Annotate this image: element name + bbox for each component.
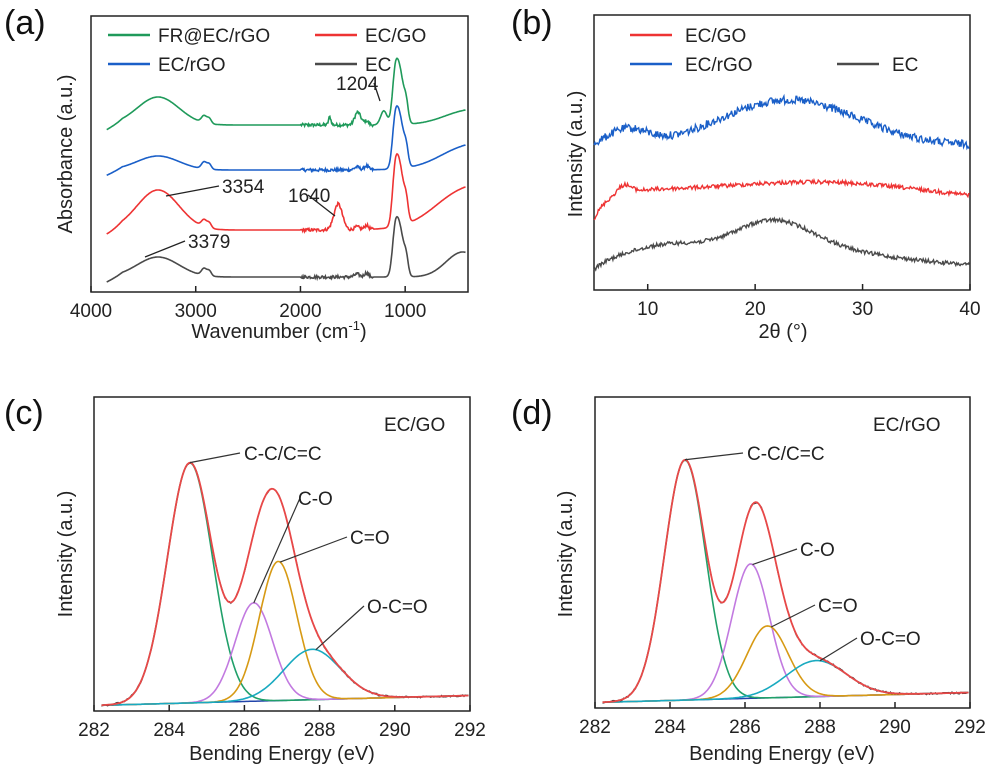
panel-a-series-line [106,215,466,283]
panel-c-xtick-label: 282 [78,720,110,741]
panel-b-xlabel: 2θ (°) [758,321,807,343]
annotation-label: 3354 [222,177,265,198]
panel-a-xtick-label: 3000 [175,301,217,322]
component-arrow [253,497,301,604]
panel-ylabel: Intensity (a.u.) [55,491,77,618]
panel-c-frame [93,396,471,712]
panel-a-series-line [106,57,466,131]
panel-a: 4000 3000 2000 1000 (a) Absorbance (a.u.) Wave… [4,4,469,343]
panel-c-xtick-label: 284 [153,720,185,741]
panel-b-xtick-label: 30 [852,299,873,320]
panel-xlabel: Bending Energy (eV) [189,743,375,765]
panel-b-label: (b) [511,4,553,42]
component-arrow [279,536,348,563]
annotation-arrow [144,240,186,258]
panel-d-xtick-label: 282 [579,717,611,738]
component-peak-line [602,459,969,703]
panel-c-xtick-label: 290 [379,720,411,741]
component-label: O-C=O [367,597,428,618]
annotation-arrow [307,194,336,217]
panel-b-series-line [593,216,971,272]
panel-xlabel: Bending Energy (eV) [689,743,875,765]
panel-b-series-line [593,93,970,151]
component-arrow [315,605,365,651]
panel-a-frame [90,15,469,293]
panel-d-xtick-label: 286 [729,717,761,738]
panel-a-series-line [106,152,466,235]
panel-d-xtick-label: 284 [654,717,686,738]
panel-d-xtick-label: 290 [879,717,911,738]
panel-a-xtick-label: 2000 [279,301,321,322]
annotation-arrow [165,185,220,197]
panel-b-frame [593,14,971,291]
legend-label: FR@EC/rGO [158,26,270,47]
panel-title: EC/GO [384,415,445,436]
annotation-label: 1640 [288,186,330,207]
component-arrow [752,548,798,566]
component-label: C-C/C=C [244,444,322,465]
component-label: C-O [298,489,333,510]
panel-d-xtick-label: 292 [954,717,986,738]
component-peak-line [602,659,969,704]
annotation-label: 3379 [188,232,230,253]
xlabel-sup: -1 [348,318,360,333]
panel-a-xtick-label: 4000 [70,301,112,322]
component-arrow [819,637,858,662]
component-label: C=O [818,596,858,617]
panel-b: 10 20 30 40 (b) Intensity (a.u.) 2θ (°) EC/GO EC… [511,4,981,343]
component-arrow [770,604,816,628]
legend-label: EC/rGO [685,55,753,76]
legend-label: EC/GO [365,26,426,47]
component-label: C-O [800,540,835,561]
panel-a-ylabel: Absorbance (a.u.) [55,75,77,234]
panel-d-frame [594,396,971,709]
panel-b-xtick-label: 10 [637,299,658,320]
panel-ylabel: Intensity (a.u.) [555,491,577,618]
component-arrow [189,452,241,464]
panel-b-ylabel: Intensity (a.u.) [565,91,587,218]
component-peak-line [101,602,469,707]
legend-label: EC [892,55,918,76]
panel-a-series-line [106,104,466,177]
panel-b-xtick-label: 20 [745,299,766,320]
panel-label: (c) [4,394,44,432]
panel-a-xtick-label: 1000 [384,301,426,322]
component-label: C-C/C=C [747,444,825,465]
legend-label: EC/rGO [158,55,226,76]
legend-label: EC [365,55,391,76]
envelope-fit-line [602,458,969,704]
panel-c-xtick-label: 286 [229,720,261,741]
panel-a-xlabel: Wavenumber (cm-1) [191,318,366,343]
legend-label: EC/GO [685,26,746,47]
xlabel-close: ) [360,321,367,343]
annotation-label: 1204 [336,74,379,95]
panel-b-series-line [593,177,970,221]
panel-d-xtick-label: 288 [804,717,836,738]
panel-a-label: (a) [4,4,46,42]
panel-b-xtick-label: 40 [959,299,980,320]
component-arrow [684,452,744,461]
envelope-fit-line [101,461,469,707]
annotation-arrow [373,82,381,102]
component-label: C=O [350,528,390,549]
panel-c: 282 284 286 288 290 292 (c) Intensity (a.u.) Ben… [4,394,486,765]
component-label: O-C=O [860,629,921,650]
panel-title: EC/rGO [873,415,941,436]
panel-c-xtick-label: 288 [304,720,336,741]
raw-data-line [602,458,969,704]
panel-label: (d) [511,394,553,432]
panel-d: 282 284 286 288 290 292 (d) Intensity (a.u.) Ben… [511,394,986,765]
xlabel-text: Wavenumber (cm [191,321,348,343]
component-peak-line [101,560,469,707]
panel-c-xtick-label: 292 [454,720,486,741]
